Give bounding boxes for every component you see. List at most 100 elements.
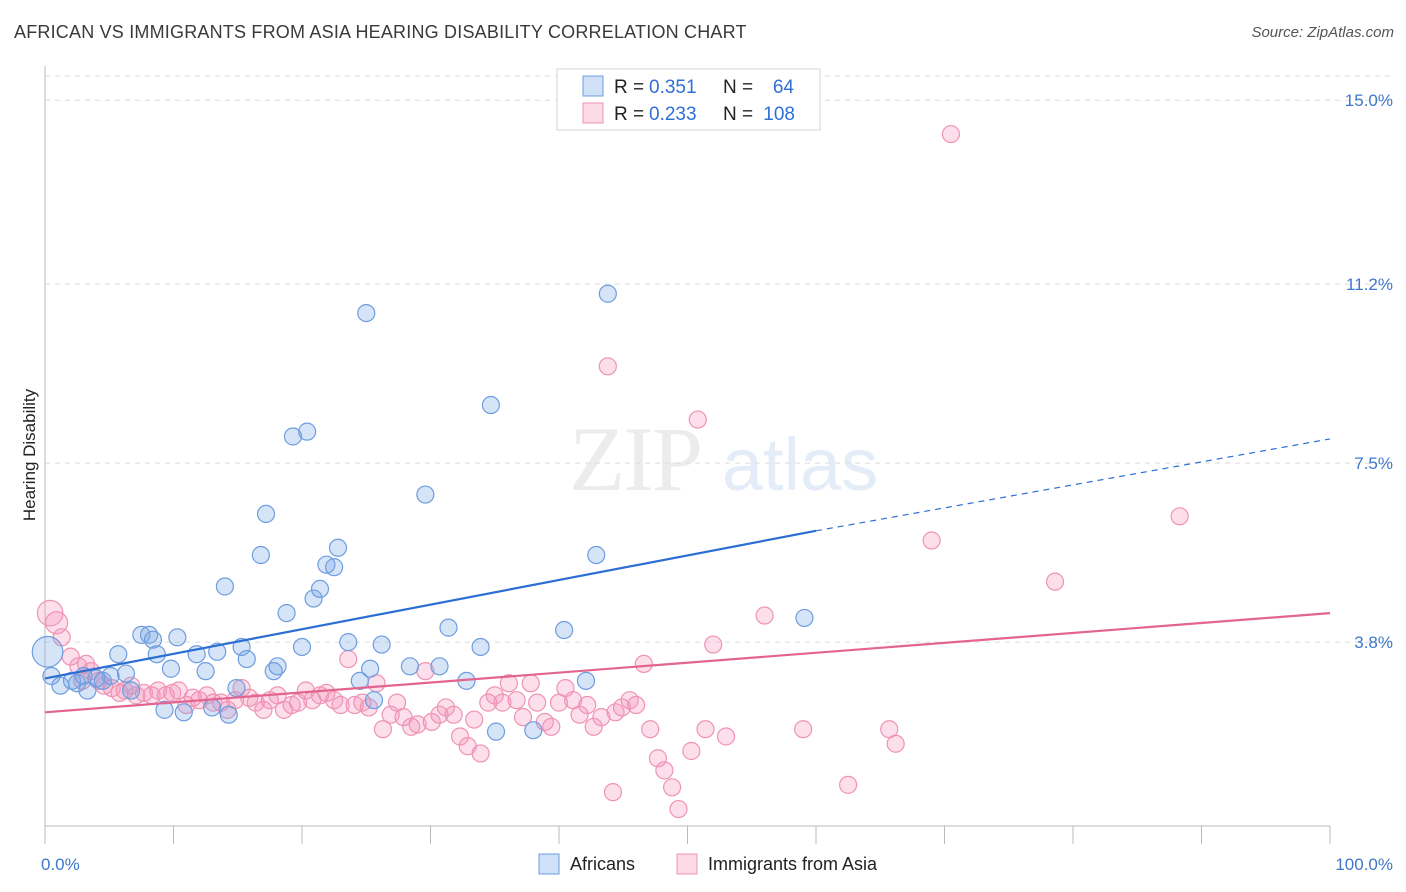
- africans-point: [486, 722, 506, 741]
- asia-point: [521, 674, 540, 693]
- asia-point: [716, 727, 736, 746]
- bottom-legend-label-asia: Immigrants from Asia: [708, 854, 878, 874]
- asia-point: [436, 698, 456, 717]
- asia-point: [394, 708, 413, 727]
- legend-n-value-africans: 64: [773, 77, 795, 98]
- asia-point: [578, 695, 597, 715]
- trend-lines: [44, 438, 1331, 714]
- asia-point: [603, 783, 623, 802]
- axes: [44, 66, 1331, 844]
- africans-point: [132, 625, 151, 644]
- africans-point: [555, 620, 574, 640]
- asia-point: [373, 720, 393, 739]
- africans-point: [227, 678, 246, 698]
- africans-point: [277, 603, 296, 623]
- africans-point: [328, 538, 348, 557]
- asia-point: [839, 775, 858, 794]
- asia-point: [331, 695, 350, 715]
- africans-point: [121, 681, 141, 700]
- africans-point: [576, 671, 596, 690]
- africans-point: [795, 608, 814, 628]
- asia-point: [507, 691, 526, 710]
- y-tick-label: 11.2%: [1346, 275, 1393, 294]
- trend-line-africans: [44, 529, 817, 680]
- legend-n-label: N =: [723, 77, 753, 98]
- asia-point: [598, 357, 617, 376]
- africans-point: [215, 577, 234, 596]
- africans-point: [357, 303, 376, 323]
- africans-point: [196, 662, 215, 681]
- africans-point: [219, 705, 238, 724]
- watermark: ZIP atlas: [569, 408, 878, 510]
- svg-text:atlas: atlas: [722, 423, 878, 506]
- series-legend: Africans Immigrants from Asia: [538, 853, 878, 875]
- africans-point: [143, 630, 163, 649]
- svg-text:ZIP: ZIP: [569, 408, 701, 510]
- africans-point: [78, 681, 97, 700]
- series-immigrants-from-asia: [36, 124, 1189, 819]
- asia-point: [570, 705, 589, 724]
- africans-point: [161, 659, 181, 678]
- legend-n-label: N =: [723, 104, 753, 125]
- africans-point: [430, 657, 449, 676]
- legend-r-value-africans: 0.351: [649, 77, 697, 98]
- africans-point: [416, 485, 435, 504]
- legend-swatch-asia: [582, 102, 604, 124]
- y-tick-label: 3.8%: [1354, 633, 1393, 652]
- africans-point: [68, 674, 87, 693]
- asia-point: [794, 720, 813, 739]
- asia-point: [422, 712, 441, 732]
- asia-point: [612, 698, 632, 717]
- bottom-legend-swatch-africans: [538, 853, 560, 875]
- asia-point: [641, 720, 660, 739]
- bottom-legend-swatch-asia: [676, 853, 698, 875]
- source-note: Source: ZipAtlas.com: [1251, 24, 1394, 41]
- asia-point: [755, 606, 774, 625]
- africans-point: [292, 637, 312, 657]
- africans-point: [310, 579, 330, 599]
- africans-point: [587, 545, 606, 565]
- bottom-legend-label-africans: Africans: [570, 854, 635, 874]
- africans-point: [155, 700, 174, 719]
- tick-labels: 3.8% 7.5% 11.2% 15.0% 0.0% 100.0%: [41, 91, 1393, 874]
- y-tick-label: 7.5%: [1354, 454, 1393, 473]
- asia-point: [513, 708, 533, 727]
- asia-point: [528, 693, 547, 712]
- asia-point: [485, 686, 504, 705]
- africans-point: [325, 558, 344, 577]
- chart-title: AFRICAN VS IMMIGRANTS FROM ASIA HEARING …: [14, 22, 747, 42]
- asia-point: [479, 693, 498, 712]
- africans-point: [364, 691, 384, 710]
- africans-point: [168, 628, 187, 647]
- africans-point: [31, 635, 64, 668]
- asia-point: [669, 799, 688, 819]
- asia-point: [634, 654, 653, 674]
- africans-point: [304, 589, 323, 608]
- asia-point: [444, 705, 463, 724]
- asia-point: [430, 705, 449, 724]
- asia-point: [682, 741, 701, 761]
- asia-point: [655, 761, 674, 780]
- legend-swatch-africans: [582, 75, 604, 97]
- asia-point: [662, 778, 682, 797]
- gridlines: [45, 75, 1390, 643]
- africans-point: [147, 645, 166, 664]
- africans-point: [524, 721, 543, 740]
- asia-point: [696, 720, 715, 739]
- africans-point: [101, 666, 120, 686]
- asia-point: [246, 693, 265, 712]
- asia-point: [542, 717, 561, 736]
- africans-point: [400, 657, 420, 676]
- africans-point: [174, 703, 193, 722]
- africans-point: [256, 504, 276, 524]
- asia-point: [169, 681, 188, 700]
- y-axis-label: Hearing Disability: [20, 388, 39, 521]
- asia-point: [941, 124, 961, 144]
- asia-point: [408, 715, 427, 734]
- africans-point: [298, 422, 317, 441]
- asia-point: [499, 674, 518, 693]
- africans-point: [237, 649, 256, 669]
- africans-point: [372, 635, 391, 654]
- asia-point: [450, 727, 470, 746]
